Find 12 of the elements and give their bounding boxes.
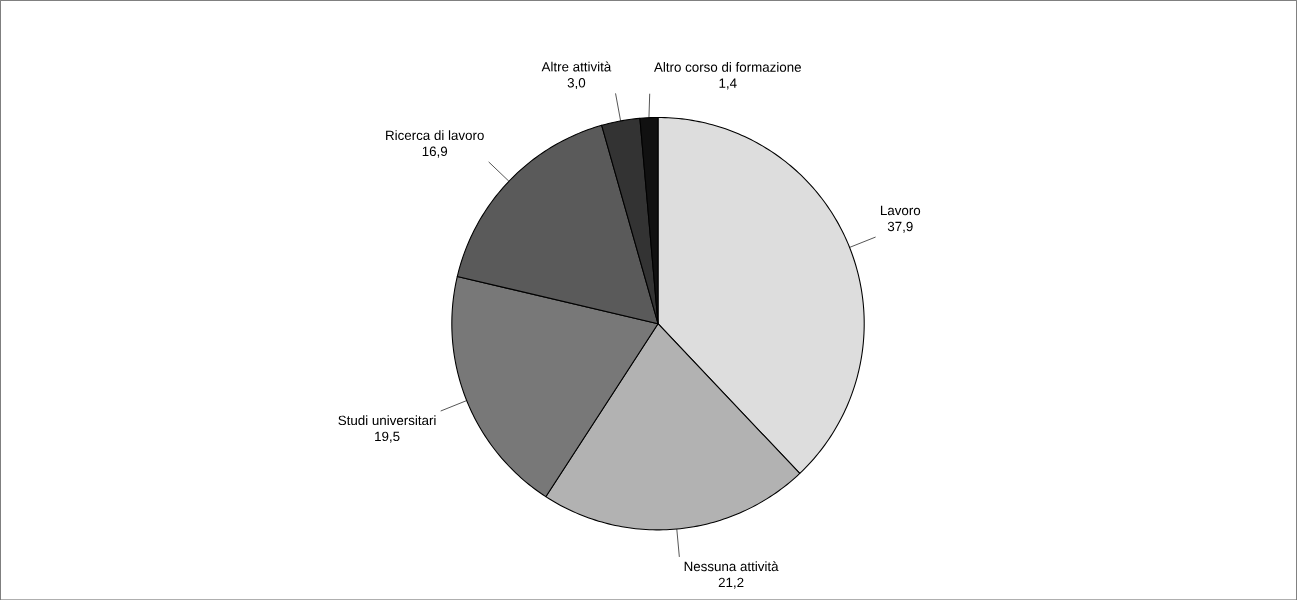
slice-label: Altro corso di formazione xyxy=(654,61,801,72)
data-label: 19,5 xyxy=(375,431,400,443)
data-label: 21,2 xyxy=(718,577,744,589)
slice-label: Lavoro xyxy=(880,205,921,215)
data-label: 3,0 xyxy=(567,77,586,89)
slice-label: Nessuna attività xyxy=(684,561,779,571)
data-label: 16,9 xyxy=(422,146,448,158)
slice-label: Ricerca di lavoro xyxy=(386,130,484,140)
data-label: 37,9 xyxy=(887,221,913,233)
slice-label: Studi universitari xyxy=(338,415,436,425)
slice-label: Altre attività xyxy=(541,61,612,72)
data-label: 1,4 xyxy=(719,78,737,90)
